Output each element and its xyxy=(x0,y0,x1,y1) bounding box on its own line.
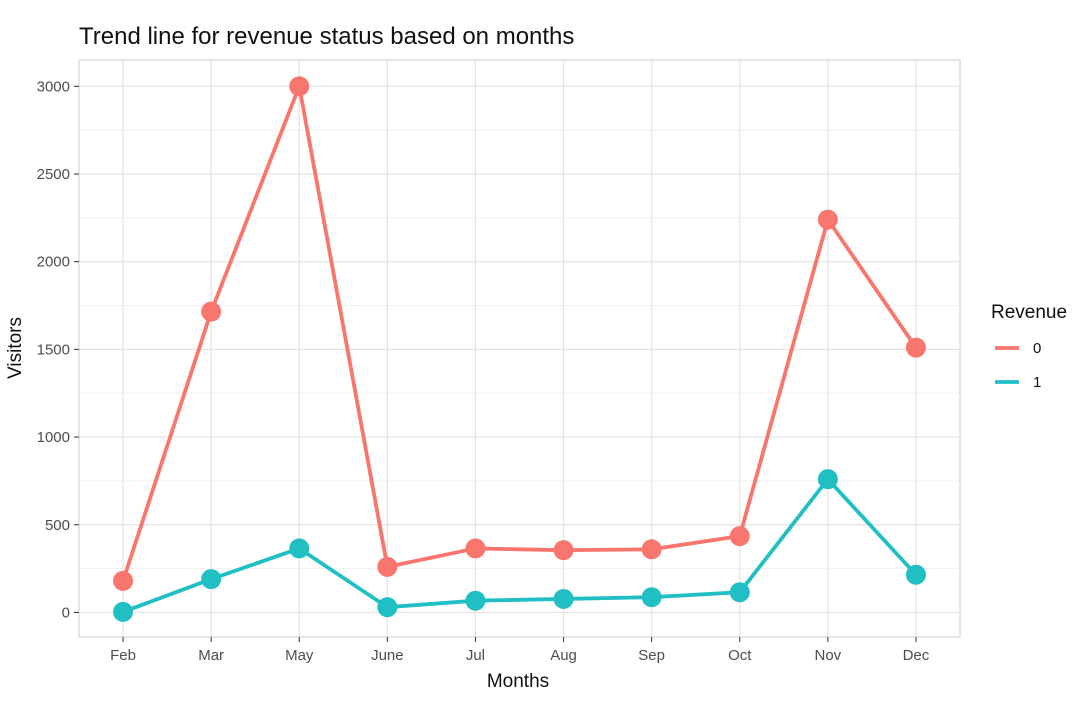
data-point xyxy=(289,76,310,97)
y-tick-label: 2500 xyxy=(37,166,70,183)
data-point xyxy=(553,588,574,609)
panel-border xyxy=(78,59,961,638)
y-tick-label: 1000 xyxy=(37,429,70,446)
data-point xyxy=(377,556,398,577)
legend-items: 01 xyxy=(995,340,1041,391)
series-line-1 xyxy=(121,477,918,614)
y-axis: 0 500 1000 1500 2000 2500 3000 xyxy=(37,78,79,621)
data-point xyxy=(377,597,398,618)
panel-background xyxy=(79,60,960,637)
series-line-0 xyxy=(121,84,918,583)
legend-item-0: 0 xyxy=(995,340,1041,357)
x-axis-title: Months xyxy=(487,671,549,692)
x-tick-label: Mar xyxy=(198,647,224,664)
x-tick-label: Feb xyxy=(110,647,136,664)
y-tick-label: 1500 xyxy=(37,341,70,358)
series-layer xyxy=(113,76,926,622)
y-tick-label: 3000 xyxy=(37,78,70,95)
data-point xyxy=(641,539,662,560)
legend-title: Revenue xyxy=(991,302,1067,323)
chart-title: Trend line for revenue status based on m… xyxy=(79,23,574,50)
series-0 xyxy=(113,76,926,591)
series-1 xyxy=(113,469,926,622)
plot-panel xyxy=(78,59,961,638)
data-point xyxy=(465,538,486,559)
data-point xyxy=(201,569,222,590)
data-point xyxy=(817,469,838,490)
legend-label-0: 0 xyxy=(1033,340,1041,357)
x-tick-label: June xyxy=(371,647,404,664)
legend: Revenue 01 xyxy=(991,302,1067,391)
data-point xyxy=(113,570,134,591)
data-point xyxy=(905,337,926,358)
data-point xyxy=(729,582,750,603)
x-axis: Feb Mar May June Jul Aug Sep Oct Nov Dec xyxy=(110,637,930,664)
y-axis-title: Visitors xyxy=(5,317,26,379)
y-tick-label: 500 xyxy=(45,517,70,534)
data-point xyxy=(201,301,222,322)
y-tick-label: 2000 xyxy=(37,254,70,271)
data-point xyxy=(905,564,926,585)
data-point xyxy=(817,209,838,230)
data-point xyxy=(289,538,310,559)
legend-item-1: 1 xyxy=(995,374,1041,391)
x-tick-label: Oct xyxy=(728,647,752,664)
y-tick-label: 0 xyxy=(62,604,70,621)
x-tick-label: Sep xyxy=(638,647,665,664)
legend-label-1: 1 xyxy=(1033,374,1041,391)
x-tick-label: Dec xyxy=(903,647,930,664)
x-tick-label: Nov xyxy=(815,647,842,664)
x-tick-label: Aug xyxy=(550,647,577,664)
data-point xyxy=(465,590,486,611)
x-tick-label: May xyxy=(285,647,314,664)
data-point xyxy=(641,587,662,608)
data-point xyxy=(729,526,750,547)
data-point xyxy=(113,601,134,622)
data-point xyxy=(553,540,574,561)
x-tick-label: Jul xyxy=(466,647,485,664)
